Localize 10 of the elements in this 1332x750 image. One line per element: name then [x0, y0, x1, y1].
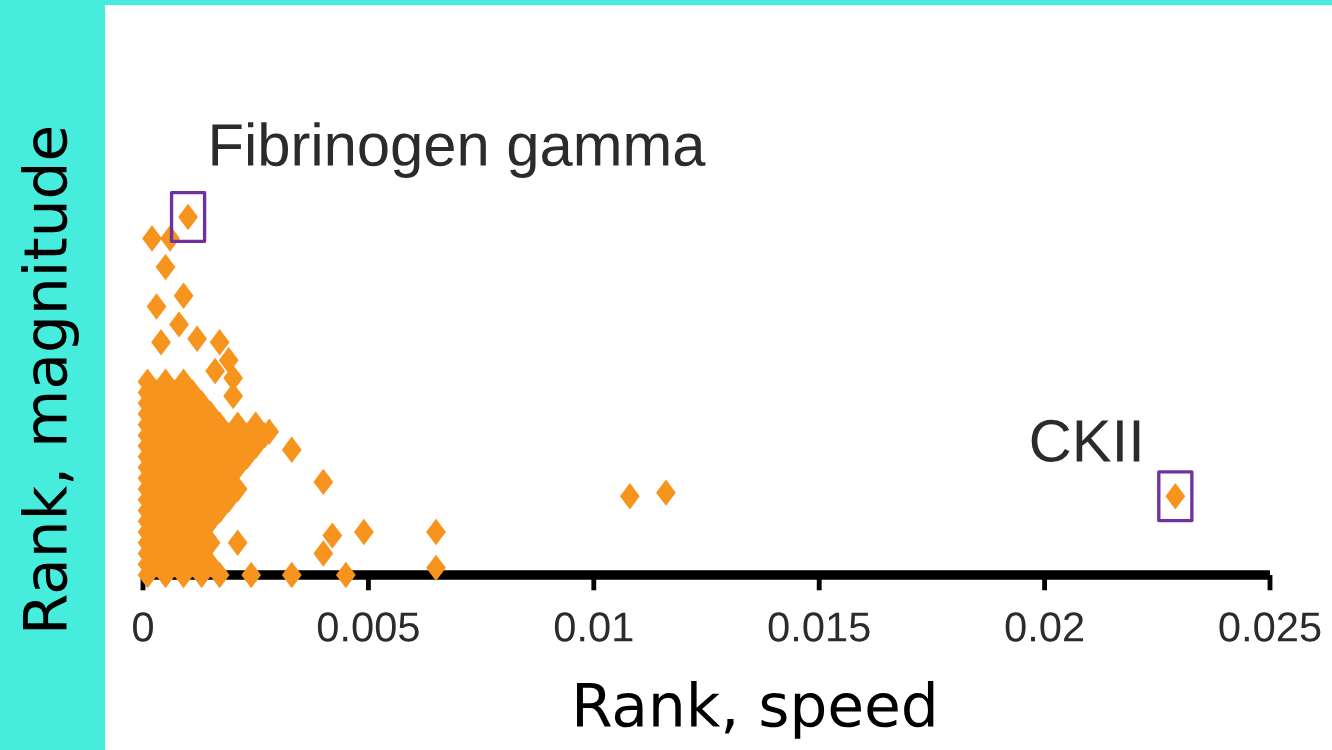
x-tick-label: 0.015 — [768, 612, 870, 642]
x-tick-label: 0.005 — [317, 612, 419, 642]
annotation: Fibrinogen gamma — [212, 122, 706, 178]
x-axis-title: Rank, speed — [577, 681, 934, 739]
x-tick-label: 0.01 — [554, 612, 633, 642]
annotation: CKII — [1031, 419, 1140, 463]
x-tick-label: 0.02 — [1005, 612, 1084, 642]
y-axis-title: Rank, magnitude — [21, 127, 79, 630]
x-tick-label: 0.025 — [1219, 612, 1321, 642]
x-tick-label: 0 — [133, 612, 153, 642]
